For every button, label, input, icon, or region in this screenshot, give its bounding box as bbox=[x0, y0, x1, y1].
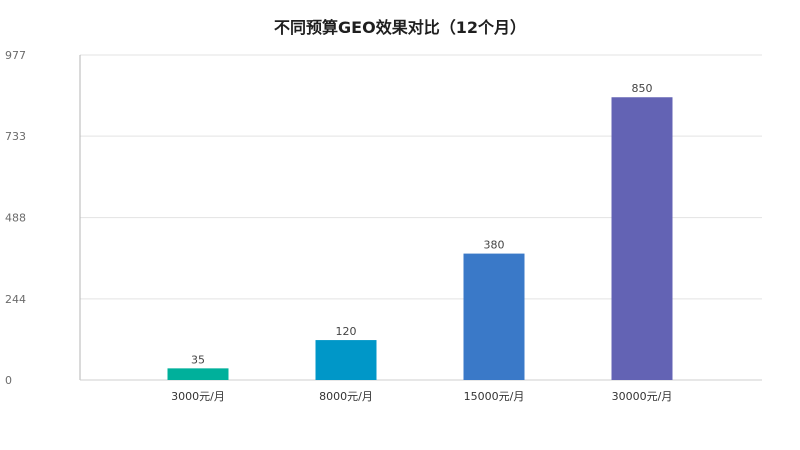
bar bbox=[315, 340, 377, 380]
y-tick-label: 488 bbox=[5, 212, 26, 225]
x-category-label: 3000元/月 bbox=[171, 390, 225, 403]
x-category-label: 15000元/月 bbox=[464, 390, 525, 403]
bar bbox=[611, 97, 673, 380]
chart-title: 不同预算GEO效果对比（12个月） bbox=[274, 18, 526, 37]
bar-value-label: 120 bbox=[336, 325, 357, 338]
bar bbox=[167, 368, 229, 380]
bar bbox=[463, 253, 525, 380]
y-tick-label: 244 bbox=[5, 293, 26, 306]
bar-value-label: 380 bbox=[484, 239, 505, 252]
labels: 0 244 488 733 977 35 3000元/月 120 8000元/月 380 15000… bbox=[5, 49, 672, 403]
bar-value-label: 850 bbox=[632, 82, 653, 95]
y-tick-label: 733 bbox=[5, 130, 26, 143]
y-tick-label: 0 bbox=[5, 374, 12, 387]
x-category-label: 30000元/月 bbox=[612, 390, 673, 403]
bar-value-label: 35 bbox=[191, 353, 205, 366]
y-tick-label: 977 bbox=[5, 49, 26, 62]
bars bbox=[167, 97, 673, 380]
x-category-label: 8000元/月 bbox=[319, 390, 373, 403]
